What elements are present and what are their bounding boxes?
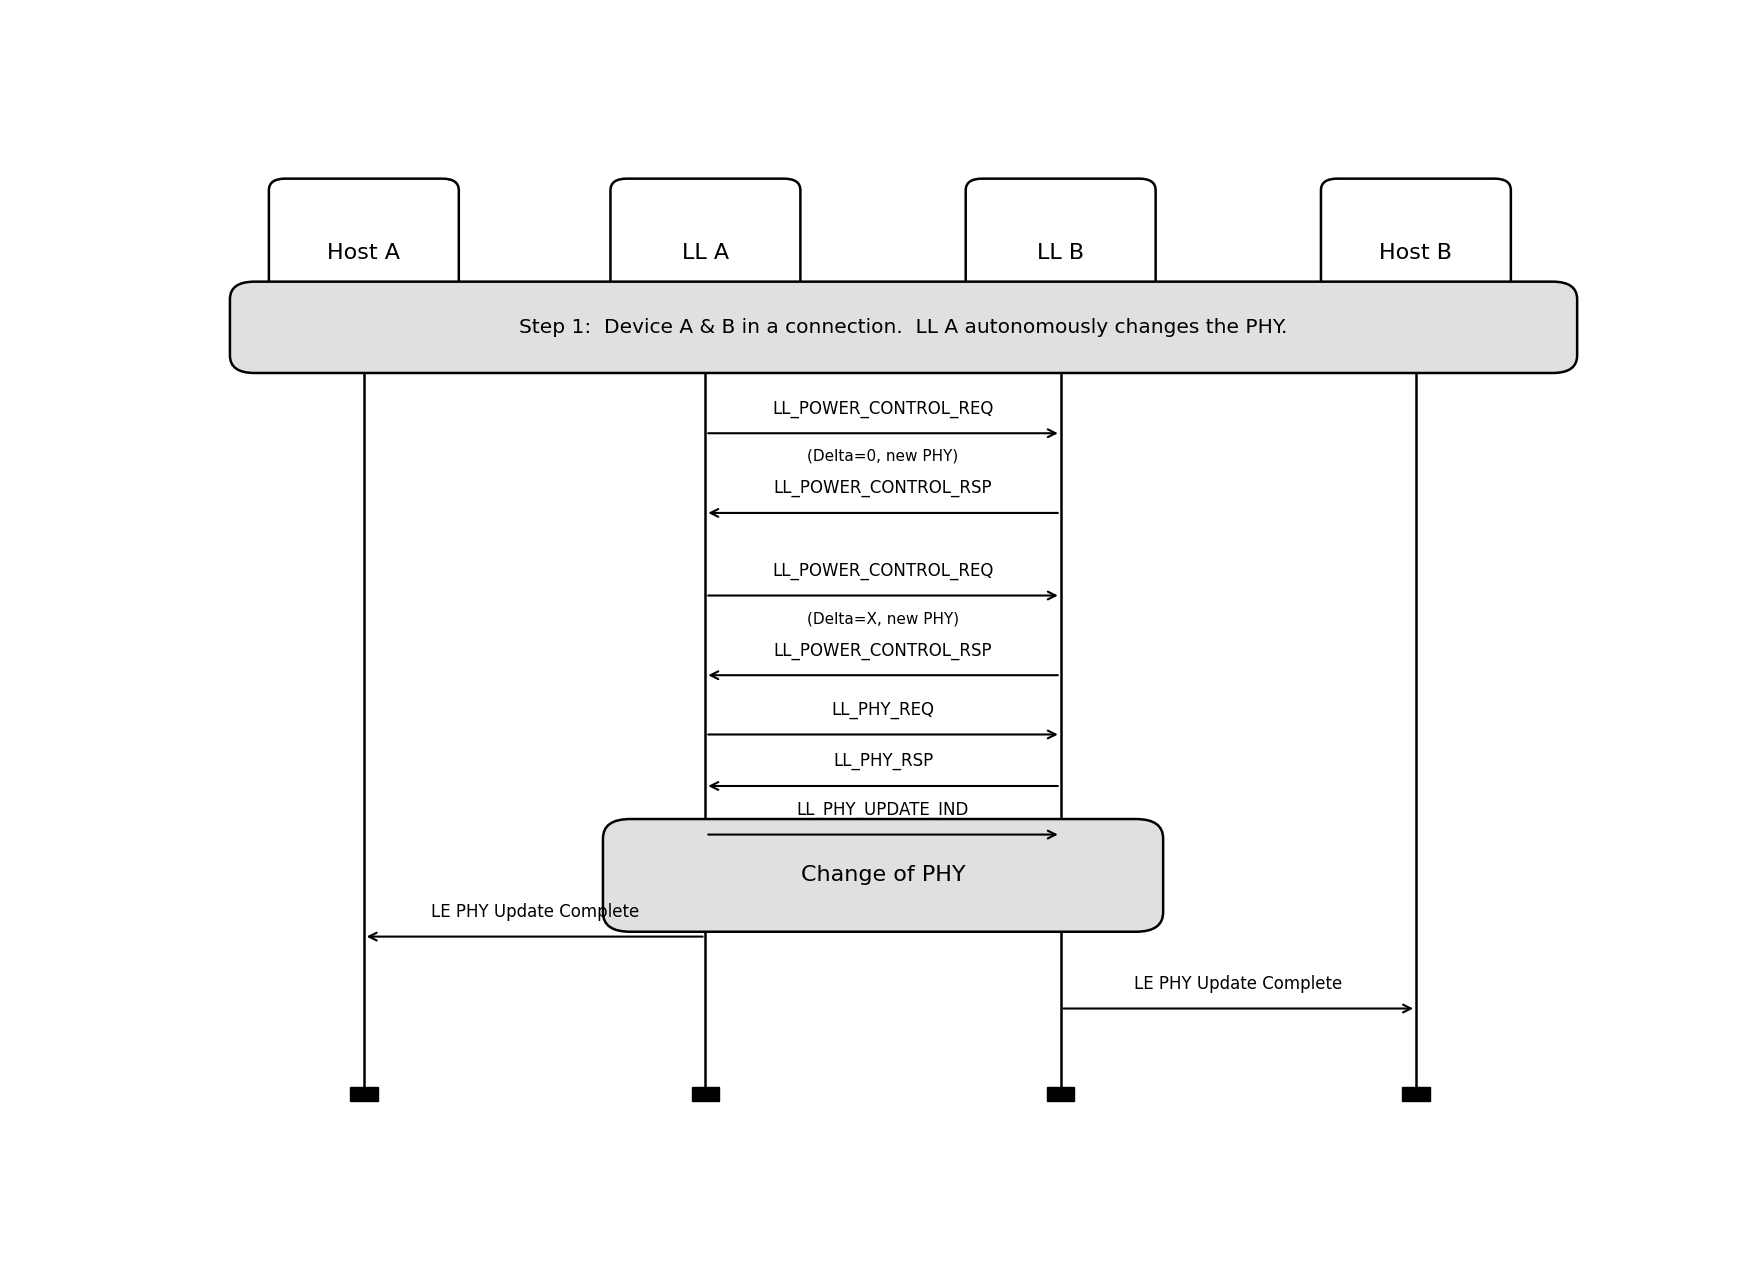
FancyBboxPatch shape — [610, 179, 800, 328]
Text: LE PHY Update Complete: LE PHY Update Complete — [1134, 976, 1342, 993]
Text: LE PHY Update Complete: LE PHY Update Complete — [430, 904, 638, 921]
Text: LL_POWER_CONTROL_RSP: LL_POWER_CONTROL_RSP — [774, 641, 993, 660]
Text: Change of PHY: Change of PHY — [800, 866, 966, 886]
FancyBboxPatch shape — [966, 179, 1155, 328]
Bar — [691, 1088, 719, 1100]
Text: (Delta=X, new PHY): (Delta=X, new PHY) — [807, 611, 959, 626]
FancyBboxPatch shape — [229, 281, 1578, 374]
FancyBboxPatch shape — [270, 179, 458, 328]
FancyBboxPatch shape — [603, 819, 1164, 931]
Text: LL_POWER_CONTROL_REQ: LL_POWER_CONTROL_REQ — [772, 400, 994, 418]
Text: LL_POWER_CONTROL_RSP: LL_POWER_CONTROL_RSP — [774, 480, 993, 497]
Text: Step 1:  Device A & B in a connection.  LL A autonomously changes the PHY.: Step 1: Device A & B in a connection. LL… — [520, 318, 1287, 337]
Text: LL_POWER_CONTROL_REQ: LL_POWER_CONTROL_REQ — [772, 562, 994, 581]
Text: LL A: LL A — [682, 244, 728, 264]
Text: LL_PHY_UPDATE_IND: LL_PHY_UPDATE_IND — [797, 801, 970, 819]
Text: LL_PHY_REQ: LL_PHY_REQ — [832, 700, 934, 719]
FancyBboxPatch shape — [1320, 179, 1511, 328]
Text: LL_PHY_RSP: LL_PHY_RSP — [832, 752, 933, 770]
Bar — [1047, 1088, 1074, 1100]
Bar — [1402, 1088, 1430, 1100]
Bar — [351, 1088, 377, 1100]
Text: Host B: Host B — [1379, 244, 1453, 264]
Text: Host A: Host A — [328, 244, 400, 264]
Text: LL B: LL B — [1037, 244, 1084, 264]
Text: (Delta=0, new PHY): (Delta=0, new PHY) — [807, 449, 959, 464]
